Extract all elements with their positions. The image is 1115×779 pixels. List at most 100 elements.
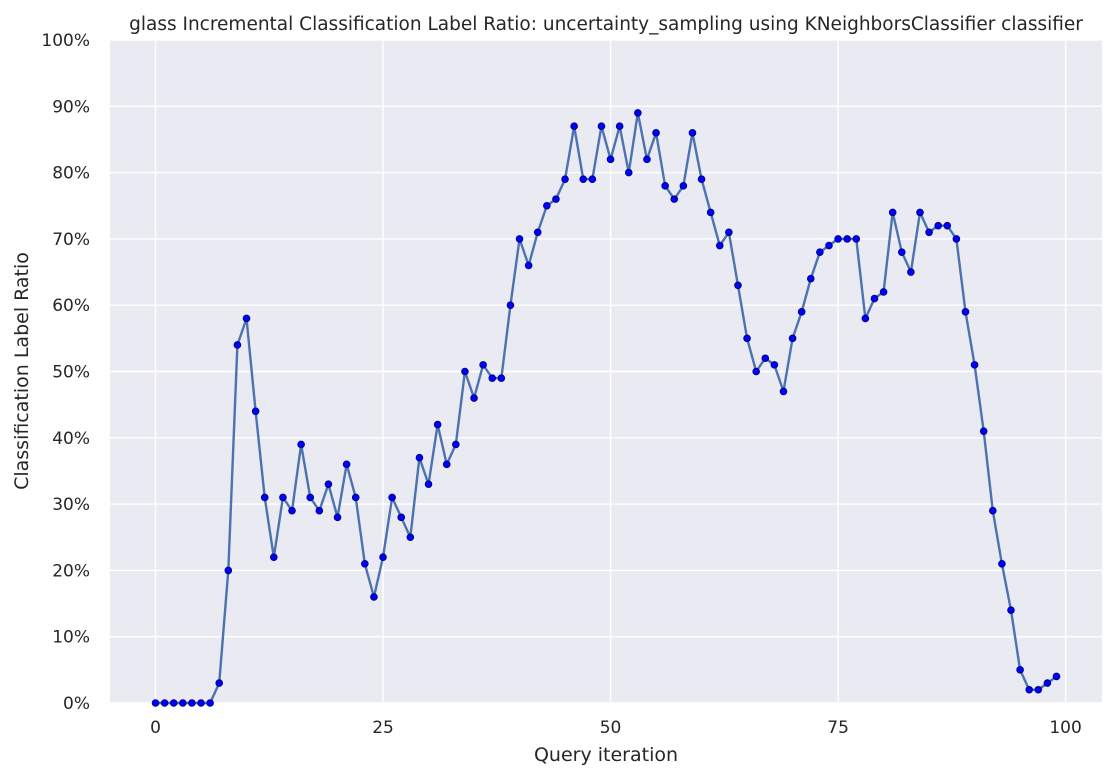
data-point (151, 699, 160, 707)
data-point (297, 440, 305, 449)
data-point (652, 129, 660, 137)
data-point (1025, 685, 1033, 694)
data-point (843, 235, 851, 243)
data-point (670, 195, 679, 203)
y-tick-label: 0% (63, 694, 90, 714)
data-point (770, 361, 779, 369)
data-point (934, 221, 942, 230)
data-point (433, 420, 442, 429)
data-point (761, 354, 770, 363)
data-point (342, 460, 351, 469)
data-point (907, 268, 915, 276)
data-point (506, 301, 515, 310)
data-point (306, 493, 315, 502)
data-point (488, 374, 497, 382)
y-tick-label: 20% (52, 561, 90, 581)
y-axis-title: Classification Label Ratio (11, 252, 33, 490)
data-point (988, 506, 997, 515)
data-point (779, 387, 788, 396)
data-point (970, 361, 979, 369)
data-point (333, 513, 342, 522)
data-point (634, 109, 642, 117)
y-tick-label: 90% (52, 97, 90, 117)
data-point (597, 122, 606, 130)
data-point (242, 314, 251, 323)
data-point (452, 440, 460, 449)
data-point (415, 453, 424, 462)
data-point (806, 274, 815, 283)
data-point (461, 367, 469, 376)
y-tick-label: 10% (52, 628, 90, 648)
y-tick-label: 50% (52, 363, 90, 383)
data-point (206, 699, 214, 707)
data-point (943, 221, 952, 230)
x-tick-label: 0 (150, 718, 161, 738)
data-point (279, 493, 287, 502)
data-point (524, 261, 533, 270)
data-point (561, 175, 569, 184)
data-point (725, 228, 733, 237)
data-point (515, 235, 524, 243)
data-point (543, 201, 551, 210)
y-tick-label: 70% (52, 230, 90, 250)
data-point (406, 533, 415, 542)
x-tick-labels: 0 25 50 75 100 (150, 718, 1082, 738)
data-point (788, 334, 797, 343)
data-point (706, 208, 715, 217)
x-tick-label: 100 (1049, 718, 1081, 738)
data-point (579, 175, 588, 184)
data-point (697, 175, 706, 184)
data-point (870, 294, 879, 303)
data-point (224, 566, 233, 575)
data-point (688, 129, 697, 137)
y-tick-label: 60% (52, 296, 90, 316)
data-point (379, 553, 387, 561)
data-point (1016, 666, 1024, 674)
y-tick-labels: 0% 10% 20% 30% 40% 50% 60% 70% 80% 90% 100% (41, 31, 90, 714)
data-point (570, 122, 578, 130)
data-point (215, 679, 224, 687)
data-point (188, 699, 196, 707)
data-point (260, 493, 269, 502)
x-tick-label: 75 (827, 718, 849, 738)
x-axis-title: Query iteration (534, 744, 678, 766)
data-point (1034, 685, 1043, 694)
chart-title: glass Incremental Classification Label R… (129, 14, 1083, 35)
data-point (879, 288, 888, 296)
data-point (743, 334, 751, 343)
data-point (916, 208, 924, 217)
data-point (998, 559, 1006, 568)
data-point (624, 168, 633, 177)
data-point (825, 241, 833, 250)
data-point (952, 235, 961, 243)
data-point (361, 559, 369, 568)
data-point (533, 228, 542, 237)
y-tick-label: 100% (41, 31, 90, 51)
data-point (861, 314, 870, 323)
series-line-group (155, 111, 1058, 705)
data-point (852, 235, 861, 243)
y-tick-label: 30% (52, 495, 90, 515)
y-tick-label: 80% (52, 164, 90, 184)
y-tick-label: 40% (52, 429, 90, 449)
data-point (169, 699, 178, 707)
x-tick-label: 50 (600, 718, 622, 738)
data-point (734, 281, 742, 290)
data-point (324, 480, 333, 489)
data-point (888, 208, 897, 217)
data-point (179, 699, 187, 707)
data-point (197, 699, 205, 707)
data-point (897, 248, 906, 256)
data-point (715, 241, 724, 250)
data-point (615, 122, 624, 130)
data-point (370, 593, 378, 601)
data-point (752, 367, 760, 376)
data-point (424, 480, 433, 489)
data-point (661, 182, 669, 190)
data-point (797, 308, 806, 316)
x-tick-label: 25 (372, 718, 394, 738)
data-point (233, 341, 242, 349)
data-point (397, 513, 406, 522)
data-point (1007, 606, 1015, 614)
